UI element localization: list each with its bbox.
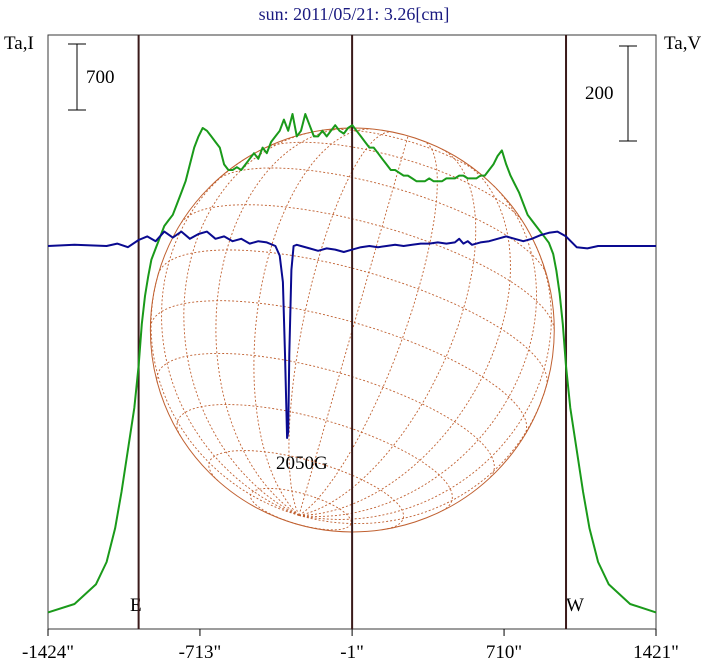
west-limb-label: W xyxy=(566,595,584,616)
disk-longitude-line xyxy=(253,128,373,516)
disk-latitude-line xyxy=(249,487,352,531)
disk-longitude-line xyxy=(298,140,438,516)
disk-latitude-line xyxy=(321,128,485,178)
scale-bars xyxy=(68,43,637,142)
disk-latitude-line xyxy=(156,352,495,479)
x-tick-label: 1421" xyxy=(633,642,679,662)
disk-longitude-line xyxy=(298,243,552,520)
disk-longitude-line xyxy=(298,148,477,516)
sunspot-field-annotation: 2050G xyxy=(276,453,328,474)
x-tick-label: -1" xyxy=(340,642,364,662)
disk-latitude-line xyxy=(217,167,547,275)
x-tick-label: -1424" xyxy=(22,642,74,662)
disk-longitude-line xyxy=(183,132,311,516)
disk-longitude-line xyxy=(298,135,409,516)
disk-longitude-line xyxy=(298,385,547,525)
disk-latitude-line xyxy=(208,450,404,530)
right-scale-label: 200 xyxy=(585,83,614,104)
disk-latitude-line xyxy=(180,204,555,330)
x-axis-ticks: -1424" -713" -1" 710" 1421" xyxy=(22,629,679,662)
stokes-v-line xyxy=(47,230,656,439)
data-series xyxy=(47,113,657,614)
x-tick-label: 710" xyxy=(486,642,522,662)
right-axis-label: Ta,V xyxy=(664,33,702,54)
chart-title: sun: 2011/05/21: 3.26[cm] xyxy=(258,4,450,24)
disk-longitude-line xyxy=(298,159,511,516)
solar-disk-grid xyxy=(149,127,555,533)
disk-longitude-line xyxy=(298,184,537,517)
disk-latitude-line xyxy=(176,404,453,512)
disk-longitude-line xyxy=(150,274,300,516)
disk-latitude-line xyxy=(150,300,528,435)
disk-latitude-line xyxy=(265,141,523,222)
east-limb-label: E xyxy=(130,595,142,616)
left-scale-label: 700 xyxy=(86,67,115,88)
x-tick-label: -713" xyxy=(179,642,222,662)
left-axis-label: Ta,I xyxy=(4,33,34,54)
stokes-i-line xyxy=(47,113,657,614)
disk-longitude-line xyxy=(288,131,393,516)
disk-longitude-line xyxy=(161,159,300,516)
vertical-reference-lines xyxy=(137,35,568,629)
disk-longitude-line xyxy=(215,127,351,516)
